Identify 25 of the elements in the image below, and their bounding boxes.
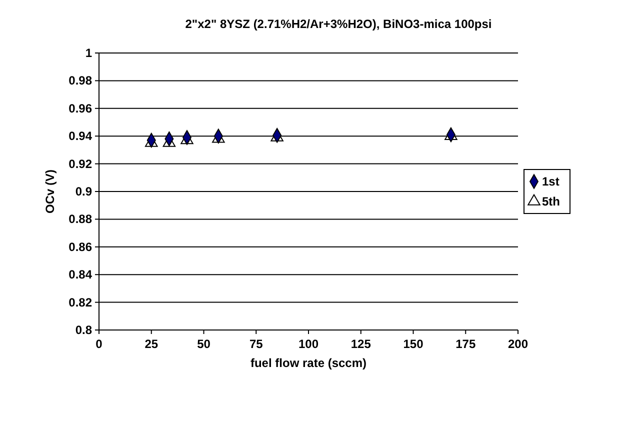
y-axis-title: OCv (V) (43, 169, 57, 214)
y-tick-label: 0.98 (68, 74, 92, 88)
y-tick-label: 0.9 (75, 184, 92, 198)
x-tick-label: 0 (96, 337, 103, 351)
y-tick-label: 1 (85, 46, 92, 60)
legend-label: 5th (542, 194, 560, 208)
x-tick-label: 150 (403, 337, 424, 351)
y-tick-label: 0.82 (68, 295, 92, 310)
x-tick-label: 125 (350, 337, 372, 351)
x-tick-label: 50 (197, 337, 211, 351)
y-tick-label: 0.88 (68, 212, 92, 226)
y-tick-label: 0.8 (75, 323, 92, 337)
y-tick-label: 0.84 (68, 268, 92, 282)
legend-label: 1st (542, 174, 560, 188)
y-tick-label: 0.86 (68, 240, 92, 254)
x-axis-title: fuel flow rate (sccm) (250, 356, 367, 370)
y-tick-label: 0.92 (68, 156, 92, 171)
x-tick-label: 25 (144, 337, 158, 351)
x-tick-label: 200 (508, 337, 528, 351)
x-tick-label: 175 (456, 337, 476, 351)
y-tick-label: 0.96 (68, 101, 92, 116)
y-tick-label: 0.94 (68, 129, 92, 144)
x-tick-label: 100 (298, 337, 319, 351)
x-tick-label: 75 (249, 337, 264, 351)
chart-title: 2"x2" 8YSZ (2.71%H2/Ar+3%H2O), BiNO3-mica 100psi (185, 17, 492, 31)
